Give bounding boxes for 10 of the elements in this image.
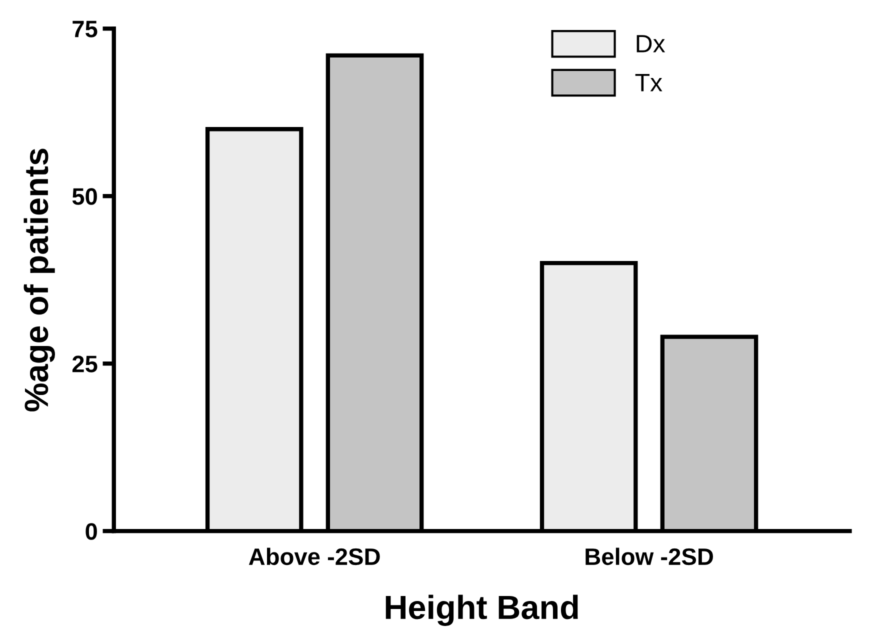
x-tick-label: Below -2SD — [586, 548, 713, 566]
x-axis-title: Height Band — [386, 594, 578, 626]
y-axis-title: %age of patients — [24, 148, 55, 412]
legend-label: Tx — [635, 74, 662, 92]
y-tick-label: 25 — [72, 356, 98, 372]
y-tick-label: 50 — [72, 188, 97, 205]
y-tick-label: 0 — [86, 523, 97, 540]
y-tick-label: 75 — [72, 20, 98, 38]
legend-label: Dx — [636, 35, 666, 52]
x-tick-label: Above -2SD — [248, 548, 380, 566]
